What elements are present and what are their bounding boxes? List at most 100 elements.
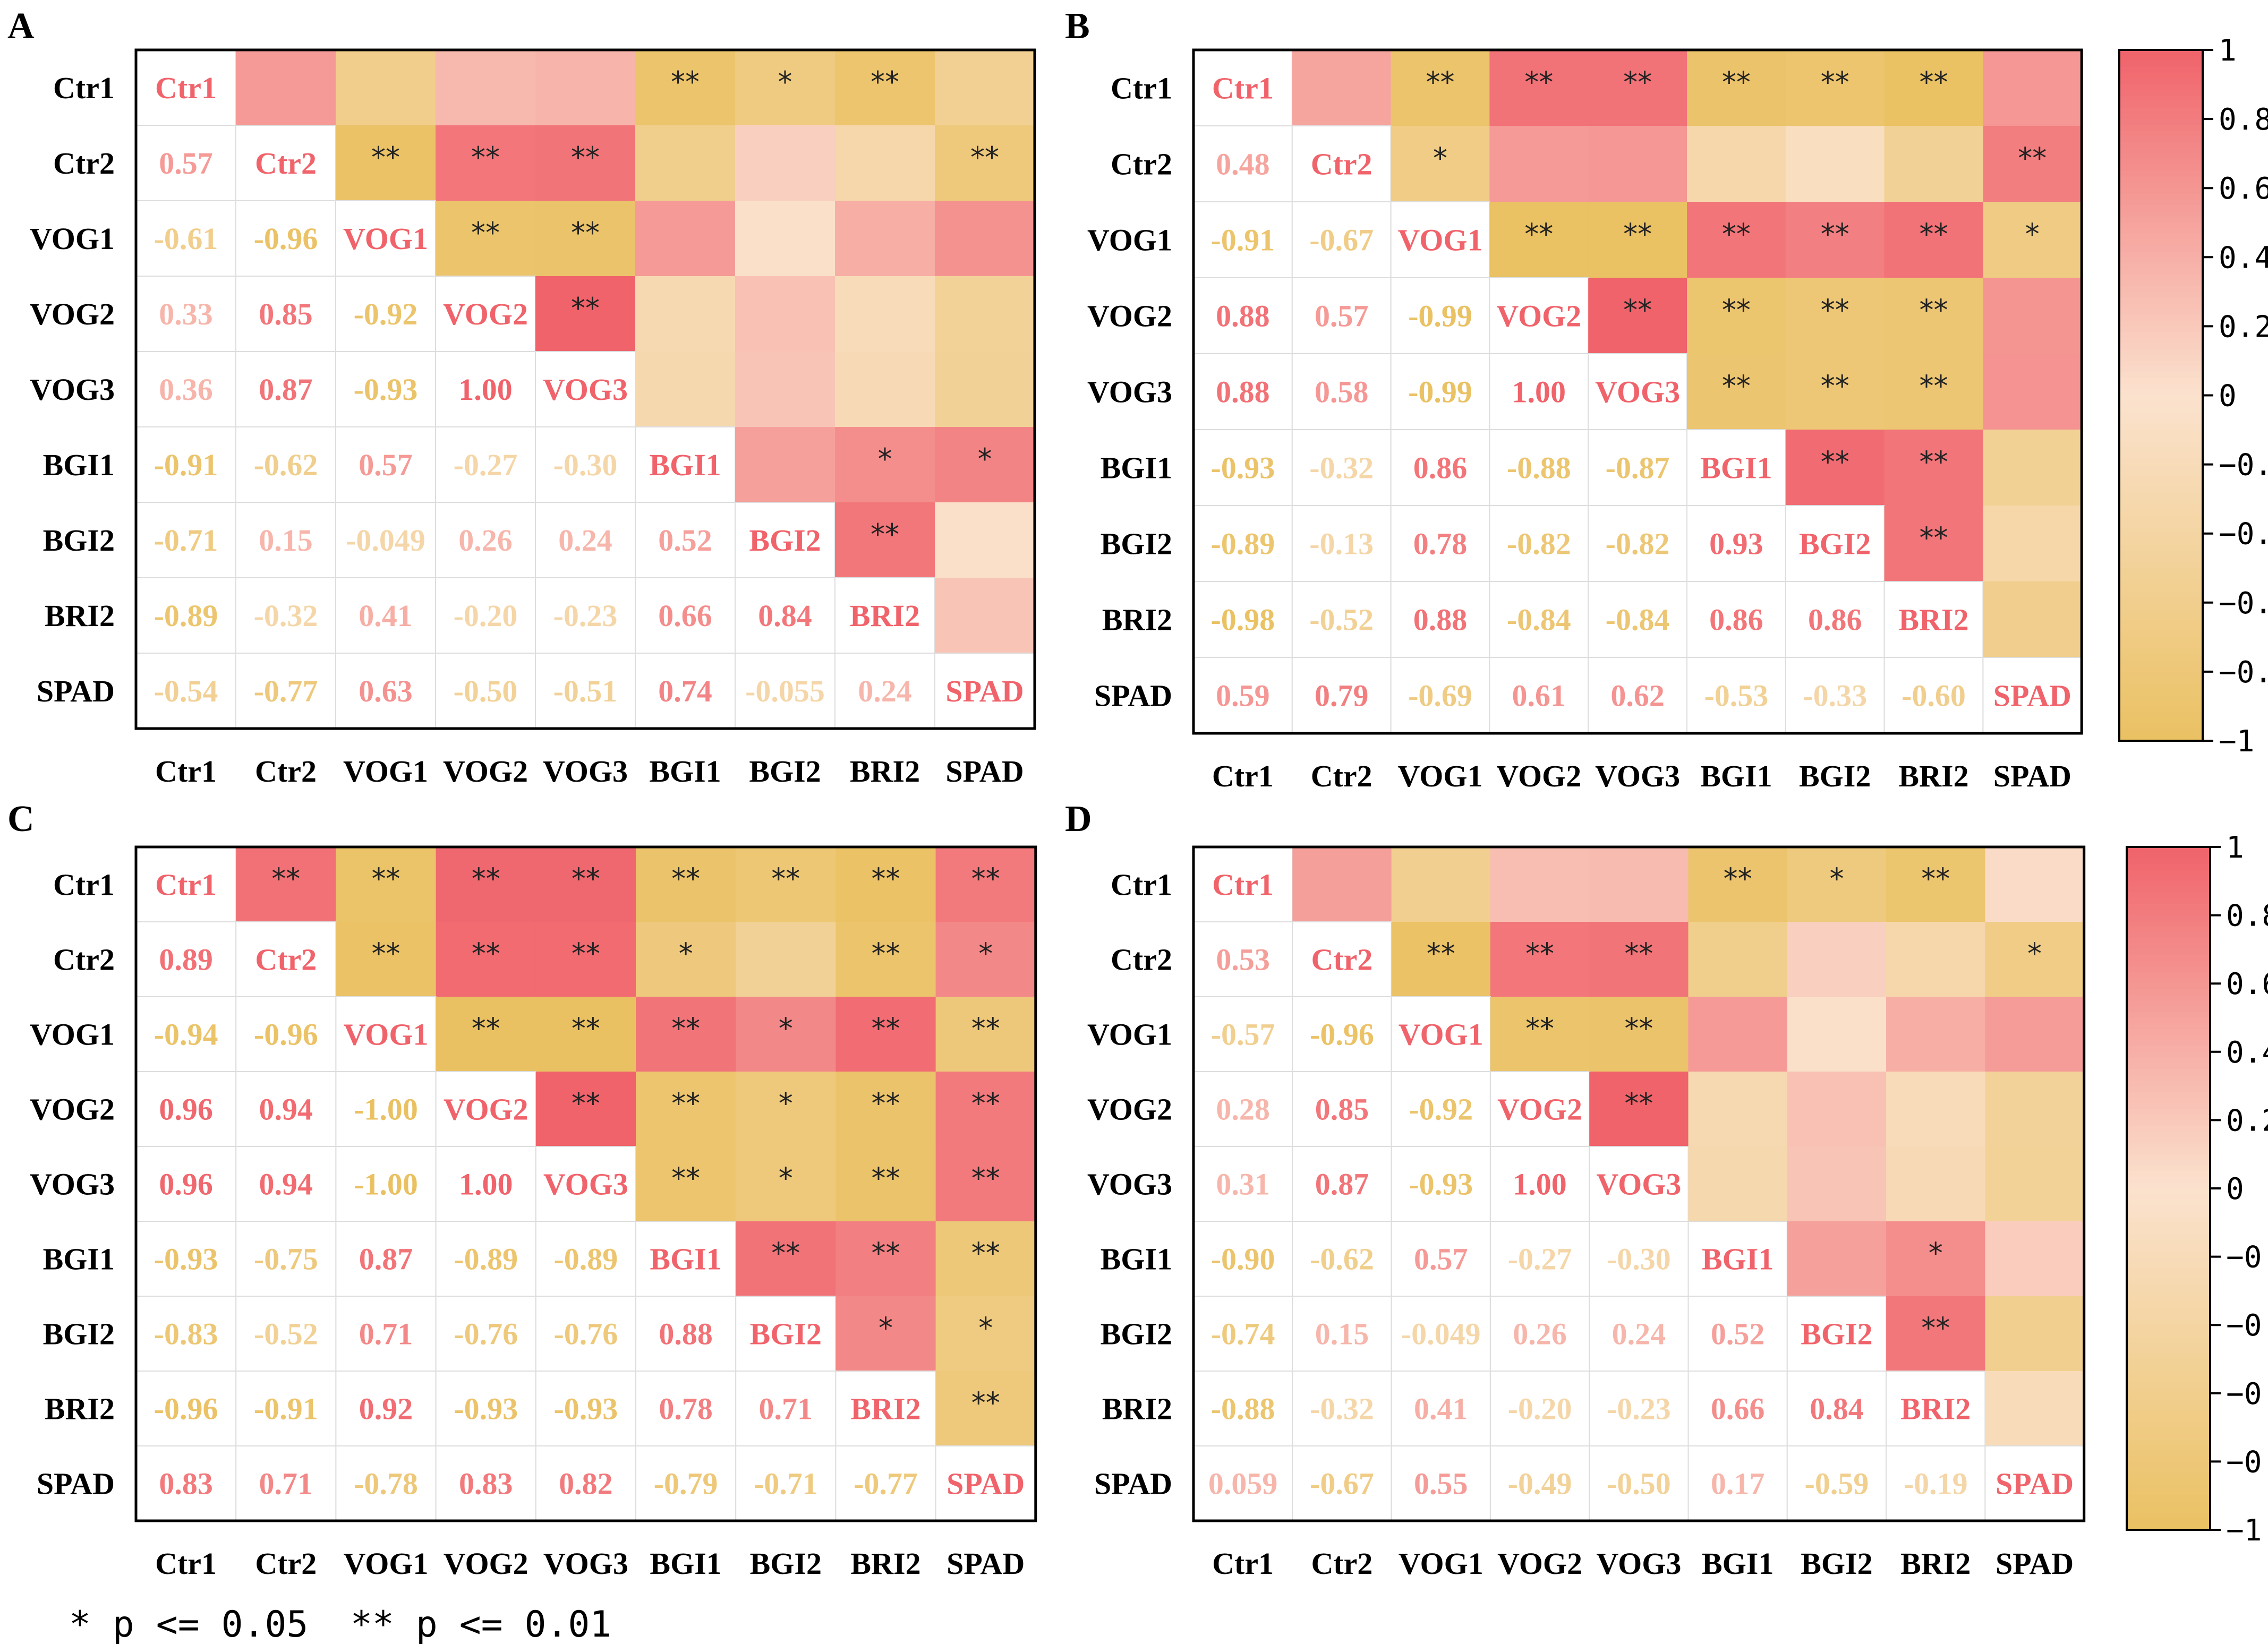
colorbar-segment [2127, 1211, 2210, 1218]
grid-cell [1489, 581, 1589, 658]
colorbar-tick-label: 0.4 [2226, 1035, 2268, 1070]
diagonal-label: VOG2 [1497, 1092, 1582, 1127]
colorbar-segment [2127, 1489, 2210, 1496]
row-tick-label: VOG3 [1087, 375, 1172, 409]
significance-mark: ** [1623, 66, 1652, 99]
colorbar-segment [2127, 1080, 2210, 1087]
significance-mark: ** [970, 141, 999, 174]
coefficient-label: -0.62 [254, 448, 318, 482]
colorbar-segment [2119, 596, 2203, 603]
coefficient-label: -0.98 [1210, 603, 1275, 637]
colorbar-segment [2119, 493, 2203, 500]
double-star-legend: ** p <= 0.01 [351, 1604, 611, 1644]
heatmap-cell [1983, 126, 2082, 202]
significance-mark: ** [971, 1237, 1000, 1270]
significance-mark: ** [1821, 66, 1849, 99]
heatmap-cell [1589, 997, 1689, 1072]
coefficient-label: -0.54 [154, 674, 218, 708]
coefficient-label: 0.79 [1315, 679, 1369, 713]
significance-mark: ** [571, 141, 600, 174]
grid-cell [435, 577, 536, 654]
grid-cell [335, 426, 436, 503]
colorbar-segment [2119, 487, 2203, 494]
panel-letter: C [7, 799, 35, 840]
diagonal-label: BRI2 [1900, 1392, 1971, 1426]
grid-cell [435, 1371, 536, 1446]
column-tick-label: SPAD [945, 754, 1024, 789]
heatmap-cell [935, 922, 1036, 997]
coefficient-label: -0.93 [354, 372, 418, 407]
colorbar-tick-label: 0.2 [2219, 310, 2268, 344]
colorbar-segment [2119, 677, 2203, 684]
colorbar-segment [2127, 1234, 2210, 1240]
significance-mark: * [2025, 218, 2040, 251]
significance-mark: ** [572, 1012, 600, 1046]
coefficient-label: -0.93 [1210, 451, 1275, 485]
heatmap-cell [935, 578, 1035, 654]
colorbar-segment [2127, 1194, 2210, 1201]
colorbar-segment [2127, 1217, 2210, 1223]
heatmap-cell [1588, 278, 1687, 354]
coefficient-label: -0.49 [1508, 1467, 1572, 1501]
grid-cell [335, 653, 436, 729]
grid-cell [435, 1445, 536, 1521]
grid-cell [1193, 353, 1293, 430]
colorbar-segment [2127, 1034, 2210, 1041]
heatmap-cell [436, 50, 536, 126]
heatmap-cell [1391, 922, 1491, 997]
heatmap-cell [835, 201, 935, 277]
significance-mark: ** [571, 292, 600, 325]
heatmap-cell [436, 922, 536, 997]
grid-cell [1489, 277, 1589, 354]
colorbar-segment [2127, 1416, 2210, 1423]
colorbar-segment [2119, 579, 2203, 586]
heatmap-cell [835, 427, 935, 503]
significance-mark: ** [1920, 66, 1948, 99]
colorbar-segment [2119, 689, 2203, 696]
grid-cell [735, 653, 835, 729]
colorbar-segment [2119, 211, 2203, 218]
grid-cell [235, 276, 336, 352]
colorbar-segment [2127, 1148, 2210, 1155]
colorbar-segment [2119, 418, 2203, 425]
heatmap-cell [1985, 922, 2085, 997]
coefficient-label: 0.84 [1810, 1392, 1864, 1426]
column-tick-label: VOG1 [1398, 759, 1483, 793]
significance-mark: ** [472, 1012, 500, 1046]
heatmap-cell [1489, 126, 1589, 202]
coefficient-label: 0.86 [1709, 603, 1763, 637]
heatmap-cell [535, 276, 636, 352]
diagonal-label: SPAD [1993, 679, 2071, 713]
significance-mark: ** [1821, 446, 1849, 479]
grid-cell [1786, 1371, 1887, 1446]
heatmap-cell [1884, 430, 1983, 506]
heatmap-cell [1787, 922, 1887, 997]
heatmap-cell [935, 1221, 1036, 1297]
significance-mark: ** [372, 862, 400, 896]
colorbar-segment [2119, 355, 2203, 362]
coefficient-label: -0.53 [1704, 679, 1768, 713]
heatmap-cell [1391, 847, 1491, 922]
colorbar-segment [2127, 858, 2210, 865]
colorbar-segment [2127, 1370, 2210, 1377]
colorbar-segment [2127, 927, 2210, 933]
heatmap-cell [535, 1072, 636, 1147]
colorbar-segment [2119, 614, 2203, 621]
colorbar-tick-label: −0.6 [2226, 1377, 2268, 1411]
heatmap-cell [1983, 506, 2082, 582]
grid-cell [235, 1071, 337, 1147]
significance-mark: * [879, 1312, 893, 1345]
diagonal-label: Ctr1 [1212, 71, 1274, 106]
colorbar-2: 1 0.8 0.6 0.4 0.2 0 −0.2 −0.4 −0.6 −0.8 −1 [2126, 830, 2268, 1548]
coefficient-label: 0.66 [658, 598, 712, 633]
grid-cell [435, 351, 536, 427]
column-tick-label: BGI2 [749, 754, 821, 789]
colorbar-segment [2127, 1188, 2210, 1195]
heatmap-cell [1391, 126, 1490, 202]
grid-cell [335, 1146, 437, 1222]
row-tick-label: VOG2 [1087, 1092, 1172, 1127]
colorbar-segment [2127, 1302, 2210, 1309]
row-tick-label: VOG1 [1087, 223, 1172, 258]
heatmap-cell [935, 352, 1035, 427]
